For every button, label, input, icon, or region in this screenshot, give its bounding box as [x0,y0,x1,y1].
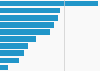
Bar [0,36,36,42]
Bar [0,29,50,35]
Bar [0,65,8,70]
Bar [0,50,24,56]
Bar [0,8,60,13]
Bar [0,43,28,49]
Bar [0,22,54,28]
Bar [0,15,58,21]
Bar [0,1,98,6]
Bar [0,58,19,63]
